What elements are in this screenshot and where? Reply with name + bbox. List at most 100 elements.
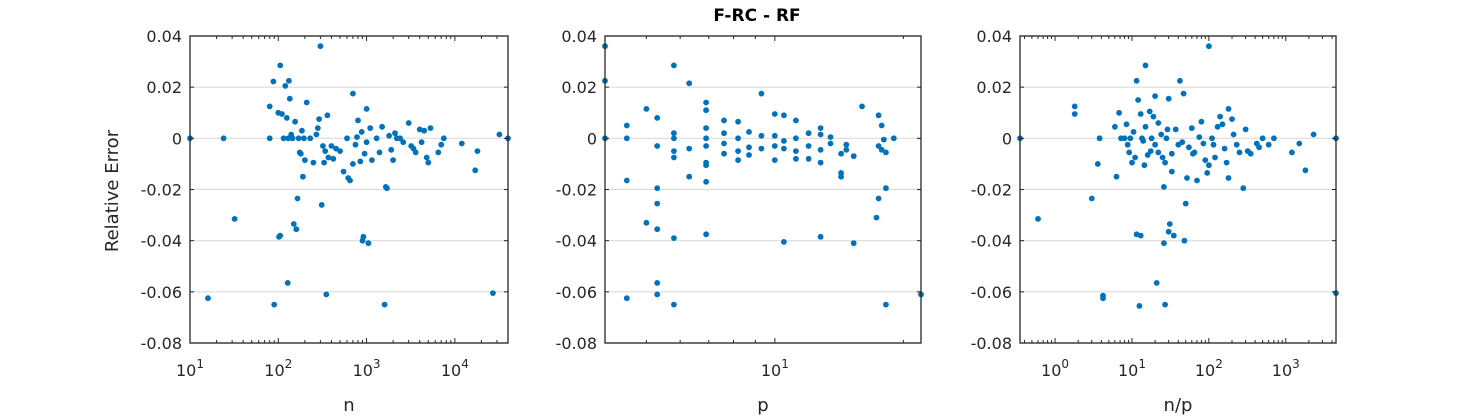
data-point bbox=[654, 226, 661, 233]
y-tick-label: -0.06 bbox=[141, 283, 182, 302]
data-point bbox=[771, 143, 778, 149]
y-axis-label: Relative Error bbox=[102, 129, 123, 252]
data-point bbox=[671, 154, 677, 161]
data-point bbox=[1233, 141, 1240, 148]
data-point bbox=[1200, 140, 1207, 147]
data-point bbox=[386, 132, 392, 139]
data-point bbox=[266, 135, 273, 142]
data-point bbox=[850, 240, 857, 247]
data-point bbox=[438, 141, 445, 148]
data-point bbox=[1182, 200, 1189, 207]
data-point bbox=[671, 235, 677, 242]
data-point bbox=[365, 240, 372, 247]
data-point bbox=[793, 135, 799, 142]
data-point bbox=[735, 135, 741, 142]
data-point bbox=[1146, 108, 1153, 115]
data-point bbox=[643, 219, 650, 226]
data-point bbox=[1217, 113, 1223, 120]
data-point bbox=[1204, 170, 1211, 176]
data-point bbox=[703, 231, 709, 238]
data-point bbox=[277, 62, 284, 69]
data-point bbox=[1137, 232, 1144, 239]
data-point bbox=[703, 99, 709, 106]
y-tick-label: -0.02 bbox=[141, 181, 182, 200]
data-point bbox=[758, 90, 765, 97]
data-point bbox=[458, 140, 465, 147]
data-point bbox=[292, 118, 298, 125]
y-tick-label: -0.02 bbox=[556, 181, 597, 200]
data-point bbox=[623, 135, 630, 142]
data-point bbox=[827, 134, 834, 141]
data-point bbox=[1142, 123, 1149, 130]
data-point bbox=[323, 291, 330, 298]
data-point bbox=[205, 295, 211, 302]
data-point bbox=[1155, 120, 1162, 126]
data-point bbox=[1164, 126, 1171, 133]
data-point bbox=[1116, 109, 1122, 116]
x-tick-label: 103 bbox=[353, 357, 381, 380]
data-point bbox=[1132, 154, 1138, 161]
data-point bbox=[1259, 135, 1266, 142]
data-point bbox=[302, 157, 308, 164]
data-point bbox=[1152, 141, 1158, 148]
data-point bbox=[817, 146, 824, 153]
data-point bbox=[316, 116, 322, 122]
subplot-n: 0.04 0.02 0 -0.02 -0.04 -0.06 -0.08 101 102 103 10… bbox=[141, 27, 511, 416]
data-point bbox=[400, 139, 407, 146]
y-tick-label: -0.04 bbox=[971, 232, 1012, 251]
data-point bbox=[721, 130, 727, 137]
data-point bbox=[1127, 135, 1134, 142]
data-point bbox=[890, 135, 897, 142]
data-point bbox=[1198, 118, 1205, 125]
data-point bbox=[1180, 90, 1187, 97]
data-point bbox=[1158, 131, 1165, 138]
data-point bbox=[1210, 141, 1217, 148]
data-point bbox=[325, 154, 332, 161]
data-point bbox=[1071, 103, 1078, 110]
x-tick-label: 100 bbox=[1041, 357, 1069, 380]
data-point bbox=[1168, 150, 1175, 157]
data-point bbox=[425, 159, 432, 166]
y-tick-label: 0.02 bbox=[561, 78, 597, 97]
data-point bbox=[388, 146, 395, 153]
data-point bbox=[392, 130, 398, 137]
data-point bbox=[1162, 301, 1168, 308]
data-point bbox=[299, 127, 305, 134]
data-point bbox=[1166, 221, 1173, 227]
data-point bbox=[423, 154, 430, 161]
data-point bbox=[474, 148, 481, 155]
data-point bbox=[686, 80, 693, 87]
data-point bbox=[771, 157, 778, 164]
data-point bbox=[883, 185, 889, 192]
data-point bbox=[850, 153, 857, 160]
data-point bbox=[654, 115, 661, 121]
data-point bbox=[290, 221, 297, 227]
data-point bbox=[1256, 144, 1262, 151]
data-point bbox=[1123, 121, 1130, 128]
data-point bbox=[282, 83, 289, 89]
data-point bbox=[1310, 131, 1317, 138]
data-point bbox=[352, 141, 359, 148]
data-point bbox=[358, 129, 365, 135]
data-point bbox=[843, 146, 850, 153]
data-point bbox=[817, 159, 824, 166]
data-point bbox=[390, 157, 396, 164]
y-tick-label: -0.04 bbox=[556, 232, 597, 251]
data-point bbox=[363, 106, 370, 112]
data-point bbox=[1206, 162, 1212, 169]
data-point bbox=[1186, 144, 1192, 151]
data-point bbox=[320, 143, 326, 149]
data-point bbox=[878, 122, 885, 129]
data-point bbox=[1223, 159, 1230, 166]
data-point bbox=[286, 77, 292, 84]
data-point bbox=[384, 185, 390, 192]
data-point bbox=[781, 239, 787, 245]
data-point bbox=[805, 155, 812, 162]
data-point bbox=[421, 127, 428, 134]
data-point bbox=[1221, 145, 1228, 152]
data-point bbox=[623, 295, 630, 302]
data-point bbox=[376, 149, 383, 156]
data-point bbox=[703, 178, 709, 185]
data-point bbox=[1271, 135, 1277, 142]
